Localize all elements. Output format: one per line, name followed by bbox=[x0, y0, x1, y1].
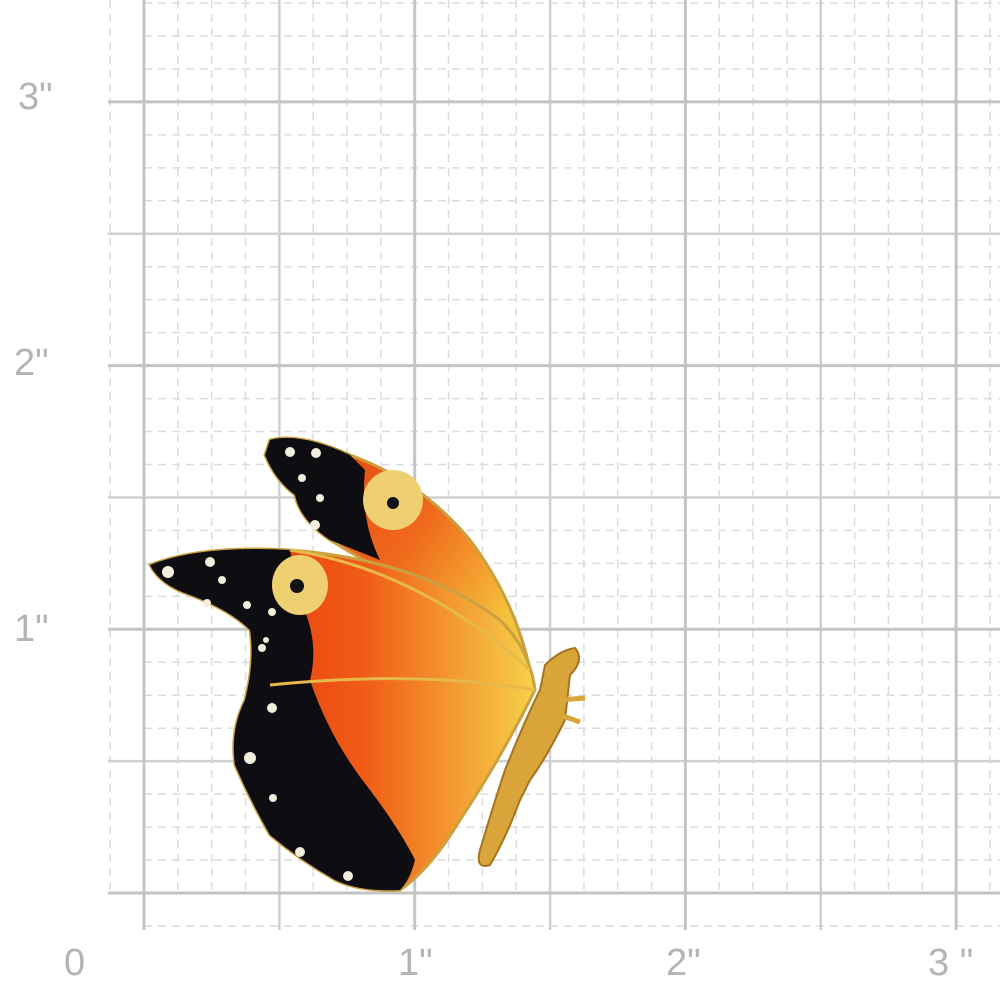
x-label-0: 0 bbox=[64, 942, 86, 984]
y-label-1in: 1" bbox=[14, 608, 49, 650]
x-label-2in: 2" bbox=[666, 942, 701, 984]
hind-wing-black-edge bbox=[150, 549, 415, 891]
wing-veins bbox=[269, 548, 536, 692]
x-label-1in: 1" bbox=[398, 942, 433, 984]
x-label-3in: 3 " bbox=[928, 942, 974, 984]
butterfly-body bbox=[477, 646, 580, 867]
white-wing-spots bbox=[162, 447, 353, 881]
y-label-3in: 3" bbox=[18, 76, 53, 118]
y-label-2in: 2" bbox=[14, 342, 49, 384]
